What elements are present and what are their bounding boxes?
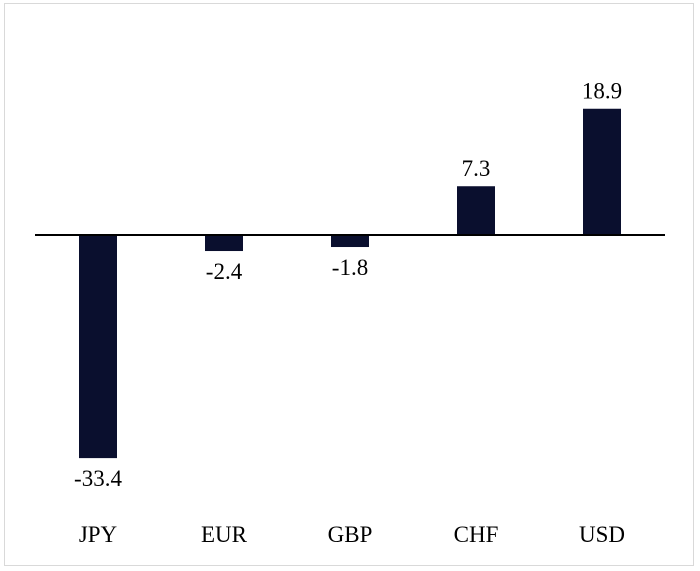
category-label-usd: USD: [579, 522, 625, 547]
category-label-chf: CHF: [454, 522, 499, 547]
value-label-eur: -2.4: [206, 259, 243, 284]
category-label-gbp: GBP: [328, 522, 373, 547]
bars-layer: [79, 108, 621, 459]
category-label-eur: EUR: [201, 522, 248, 547]
bar-chf: [457, 186, 495, 235]
value-label-jpy: -33.4: [74, 466, 122, 491]
category-labels-layer: JPY EUR GBP CHF USD: [79, 522, 625, 547]
chart-frame: [4, 3, 694, 566]
bar-usd: [583, 108, 621, 235]
bar-jpy: [79, 235, 117, 459]
value-label-chf: 7.3: [462, 156, 491, 181]
value-label-gbp: -1.8: [332, 255, 368, 280]
bar-eur: [205, 235, 243, 252]
value-label-usd: 18.9: [582, 79, 622, 104]
value-labels-layer: -33.4 -2.4 -1.8 7.3 18.9: [74, 79, 622, 491]
category-label-jpy: JPY: [79, 522, 118, 547]
bar-gbp: [331, 235, 369, 248]
